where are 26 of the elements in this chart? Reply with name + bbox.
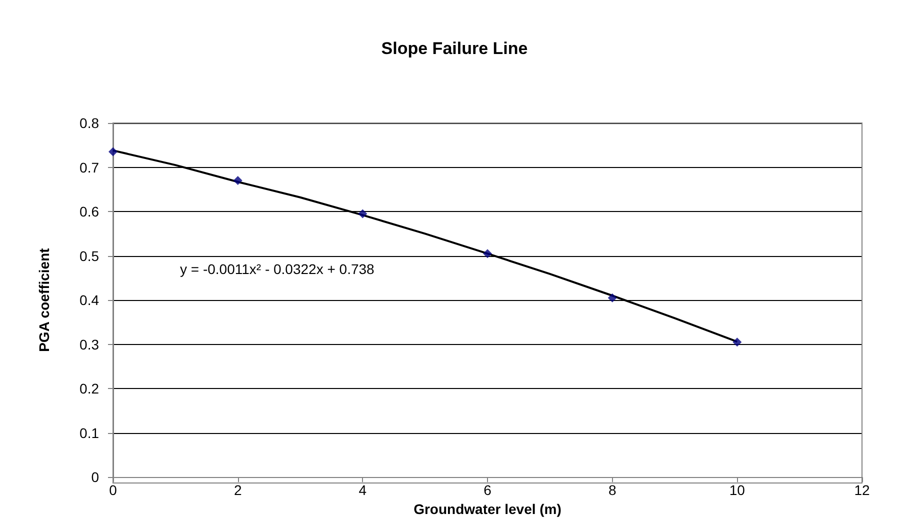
y-axis-title: PGA coefficient: [36, 248, 52, 352]
x-tick-label: 10: [729, 482, 746, 498]
y-tick-label: 0.2: [80, 380, 100, 397]
point: [233, 176, 242, 186]
y-tick-label: 0.4: [80, 292, 100, 308]
x-tick-label: 2: [234, 482, 242, 498]
point: [358, 209, 368, 218]
x-axis-title: Groundwater level (m): [414, 501, 562, 517]
point: [483, 249, 492, 258]
x-tick-label: 0: [109, 482, 118, 498]
x-tick-label: 6: [484, 482, 492, 498]
x-tick-label: 12: [854, 482, 870, 498]
x-tick-label: 4: [358, 482, 367, 498]
annotation: y = -0.0011x² - 0.0322x + 0.738: [180, 261, 375, 277]
point: [732, 338, 742, 347]
x-tick-label: 8: [608, 482, 616, 498]
y-tick-label: 0: [91, 469, 100, 486]
chart-title: Slope Failure Line: [381, 39, 528, 58]
y-tick-label: 0.3: [80, 336, 100, 352]
point: [608, 293, 617, 302]
y-tick-label: 0.7: [80, 159, 100, 176]
y-tick-label: 0.5: [80, 248, 100, 264]
y-tick-label: 0.1: [80, 424, 100, 441]
point: [108, 147, 118, 156]
y-tick-label: 0.6: [80, 204, 100, 220]
y-tick-label: 0.8: [80, 115, 100, 131]
